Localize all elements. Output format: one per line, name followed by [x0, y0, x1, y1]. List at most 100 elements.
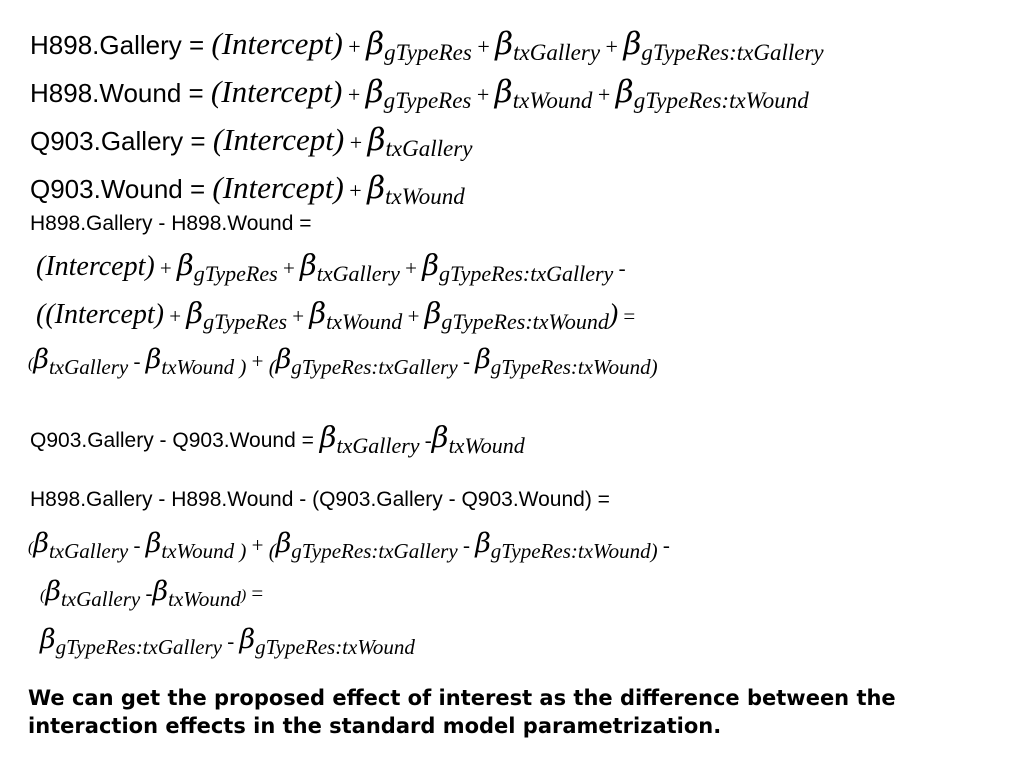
- equation-term: +: [277, 256, 301, 280]
- subscript-term: gTypeRes:txGallery: [55, 634, 222, 659]
- beta-symbol: β: [186, 296, 204, 330]
- equation-line: H898.Wound = (Intercept) + βgTypeRes + β…: [30, 74, 809, 114]
- subscript-term: (: [268, 354, 276, 379]
- equation-line: ((Intercept) + βgTypeRes + βtxWound + βg…: [36, 296, 636, 335]
- equation-term: +: [342, 34, 367, 59]
- beta-symbol: β: [495, 26, 514, 62]
- subscript-term: gTypeRes: [383, 88, 472, 114]
- equation-term: +: [287, 304, 310, 328]
- equation-line: Q903.Gallery = (Intercept) + βtxGallery: [30, 122, 472, 161]
- beta-symbol: β: [177, 248, 194, 282]
- subscript-term: txGallery: [336, 433, 420, 459]
- subscript-term: txWound: [168, 586, 241, 611]
- beta-symbol: β: [33, 528, 49, 559]
- subscript-term: ): [650, 538, 658, 563]
- subscript-term: txWound: [161, 538, 235, 563]
- equation-line: (βtxGallery - βtxWound ) + (βgTypeRes:tx…: [28, 344, 658, 379]
- equation-term: +: [600, 34, 624, 59]
- subscript-term: txGallery: [316, 261, 400, 287]
- equation-term: +: [342, 82, 366, 107]
- equation-term: +: [154, 256, 178, 280]
- equation-term: (Intercept): [36, 251, 155, 282]
- subscript-term: txWound: [326, 309, 403, 335]
- equation-line: H898.Gallery = (Intercept) + βgTypeRes +…: [30, 26, 824, 66]
- subscript-term: txGallery: [48, 354, 129, 379]
- equation-term: =: [246, 581, 264, 605]
- subscript-term: gTypeRes:txGallery: [439, 261, 614, 287]
- equation-term: (: [28, 539, 34, 556]
- equation-term: -: [419, 428, 432, 452]
- subscript-term: gTypeRes:txGallery: [291, 354, 458, 379]
- beta-symbol: β: [152, 576, 169, 607]
- equation-term: -: [457, 349, 476, 373]
- subscript-term: gTypeRes:txWound: [633, 88, 809, 114]
- beta-symbol: β: [367, 170, 386, 206]
- beta-symbol: β: [275, 528, 292, 559]
- subscript-term: gTypeRes:txGallery: [291, 538, 458, 563]
- equation-term: (Intercept): [211, 26, 343, 61]
- subscript-term: gTypeRes: [193, 261, 278, 287]
- equation-term: (Intercept): [212, 122, 345, 157]
- equation-line: (Intercept) + βgTypeRes + βtxGallery + β…: [36, 248, 626, 287]
- subscript-term: txWound: [385, 184, 465, 210]
- conclusion-line-1: We can get the proposed effect of intere…: [28, 686, 896, 710]
- subscript-term: (: [268, 538, 276, 563]
- subscript-term: gTypeRes: [384, 40, 472, 66]
- beta-symbol: β: [45, 576, 61, 607]
- subscript-term: gTypeRes:txWound: [490, 538, 651, 563]
- equation-line: βgTypeRes:txGallery - βgTypeRes:txWound: [40, 624, 415, 659]
- equation-term: -: [457, 533, 476, 557]
- equation-term: -: [613, 256, 626, 280]
- equation-term: +: [402, 304, 425, 328]
- subscript-term: gTypeRes:txWound: [441, 309, 609, 335]
- equation-term: +: [246, 349, 269, 373]
- beta-symbol: β: [623, 26, 642, 62]
- beta-symbol: β: [475, 528, 491, 559]
- equation-term: +: [592, 82, 616, 107]
- beta-symbol: β: [475, 344, 491, 375]
- beta-symbol: β: [615, 74, 634, 110]
- conclusion-text: We can get the proposed effect of intere…: [28, 684, 1008, 740]
- equation-term: (: [40, 587, 46, 604]
- equation-term: =: [618, 304, 636, 328]
- equation-line: (βtxGallery - βtxWound ) + (βgTypeRes:tx…: [28, 528, 670, 563]
- equation-term: H898.Gallery - H898.Wound =: [30, 212, 312, 235]
- subscript-term: ): [234, 354, 247, 379]
- subscript-term: ): [234, 538, 247, 563]
- subscript-term: gTypeRes:txGallery: [641, 40, 824, 66]
- beta-symbol: β: [319, 420, 337, 454]
- equation-term: +: [471, 82, 495, 107]
- beta-symbol: β: [422, 248, 439, 282]
- subscript-term: gTypeRes: [203, 309, 288, 335]
- beta-symbol: β: [145, 344, 162, 375]
- beta-symbol: β: [300, 248, 317, 282]
- equation-line: H898.Gallery - H898.Wound - (Q903.Galler…: [30, 488, 610, 512]
- beta-symbol: β: [33, 344, 49, 375]
- conclusion-line-2: interaction effects in the standard mode…: [28, 714, 722, 738]
- equation-line: (βtxGallery -βtxWound) =: [40, 576, 264, 611]
- beta-symbol: β: [40, 624, 56, 655]
- equation-term: -: [128, 533, 146, 557]
- beta-symbol: β: [367, 122, 386, 158]
- equation-term: -: [140, 581, 153, 605]
- equation-term: -: [222, 629, 240, 653]
- subscript-term: txGallery: [513, 40, 601, 66]
- equation-term: H898.Gallery - H898.Wound - (Q903.Galler…: [30, 488, 610, 511]
- equation-term: ): [240, 587, 247, 604]
- equation-term: Q903.Wound =: [30, 174, 213, 204]
- equation-term: -: [128, 349, 146, 373]
- beta-symbol: β: [309, 296, 327, 330]
- equation-term: Q903.Gallery - Q903.Wound =: [30, 429, 320, 452]
- equation-term: Q903.Gallery =: [30, 126, 213, 156]
- subscript-term: txWound: [512, 88, 593, 114]
- subscript-term: txWound: [448, 433, 525, 459]
- equation-term: (: [28, 355, 34, 372]
- equation-term: +: [164, 304, 187, 328]
- subscript-term: txWound: [161, 354, 235, 379]
- equation-term: +: [399, 256, 423, 280]
- equation-term: +: [344, 130, 368, 155]
- equation-term: H898.Wound =: [30, 78, 211, 108]
- subscript-term: txGallery: [48, 538, 129, 563]
- beta-symbol: β: [275, 344, 292, 375]
- equation-term: (Intercept): [210, 74, 343, 109]
